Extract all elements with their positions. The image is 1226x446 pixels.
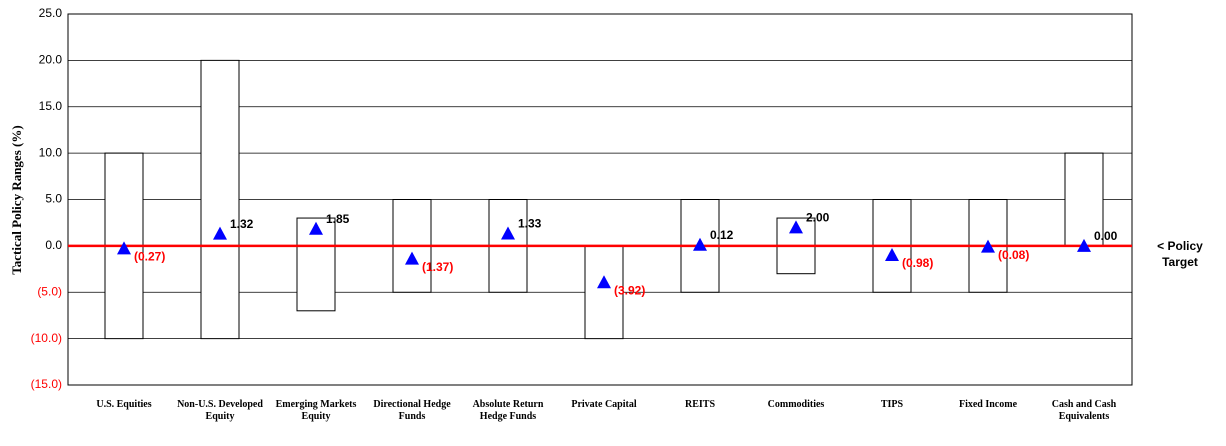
value-label: (3.92) xyxy=(614,283,645,297)
marker xyxy=(981,239,995,253)
marker xyxy=(1077,238,1091,252)
value-label: (1.37) xyxy=(422,260,453,274)
marker xyxy=(693,237,707,251)
x-tick-label: Commodities xyxy=(767,399,825,410)
value-label: (0.98) xyxy=(902,256,933,270)
annotation: < Policy Target xyxy=(1157,239,1203,269)
x-tick-label: Non-U.S. Developed Equity xyxy=(177,399,263,422)
marker xyxy=(597,275,611,289)
range-box xyxy=(584,245,624,340)
y-tick-label: (10.0) xyxy=(31,331,62,345)
marker xyxy=(789,220,803,234)
marker xyxy=(117,241,131,255)
value-label: 1.33 xyxy=(518,217,542,231)
value-label: 1.85 xyxy=(326,212,350,226)
x-tick-label: Emerging Markets Equity xyxy=(275,399,357,422)
value-label: (0.08) xyxy=(998,248,1029,262)
y-tick-label: 20.0 xyxy=(39,53,63,67)
range-box xyxy=(1064,152,1104,247)
x-tick-label: Private Capital xyxy=(571,399,637,410)
marker xyxy=(309,221,323,235)
y-tick-label: (15.0) xyxy=(31,377,62,391)
x-tick-label: U.S. Equities xyxy=(96,399,152,410)
y-tick-label: 15.0 xyxy=(39,99,63,113)
value-label: 0.00 xyxy=(1094,229,1118,243)
range-box xyxy=(200,59,240,340)
y-tick-label: 5.0 xyxy=(45,192,62,206)
y-tick-label: 10.0 xyxy=(39,145,63,159)
x-tick-label: Fixed Income xyxy=(958,399,1018,410)
value-label: (0.27) xyxy=(134,250,165,264)
x-tick-label: REITS xyxy=(684,399,715,410)
value-label: 1.32 xyxy=(230,217,254,231)
y-tick-label: 25.0 xyxy=(39,6,63,20)
x-tick-label: TIPS xyxy=(880,399,904,410)
y-axis-label: Tactical Policy Ranges (%) xyxy=(9,125,24,274)
marker xyxy=(885,247,899,261)
value-label: 2.00 xyxy=(806,210,830,224)
x-tick-label: Cash and Cash Equivalents xyxy=(1051,399,1117,422)
value-label: 0.12 xyxy=(710,228,734,242)
x-tick-label: Directional Hedge Funds xyxy=(373,399,451,422)
y-tick-label: 0.0 xyxy=(45,238,62,252)
y-tick-label: (5.0) xyxy=(37,284,62,298)
marker xyxy=(405,251,419,265)
marker xyxy=(501,226,515,240)
x-tick-label: Absolute Return Hedge Funds xyxy=(472,399,544,422)
marker xyxy=(213,226,227,240)
